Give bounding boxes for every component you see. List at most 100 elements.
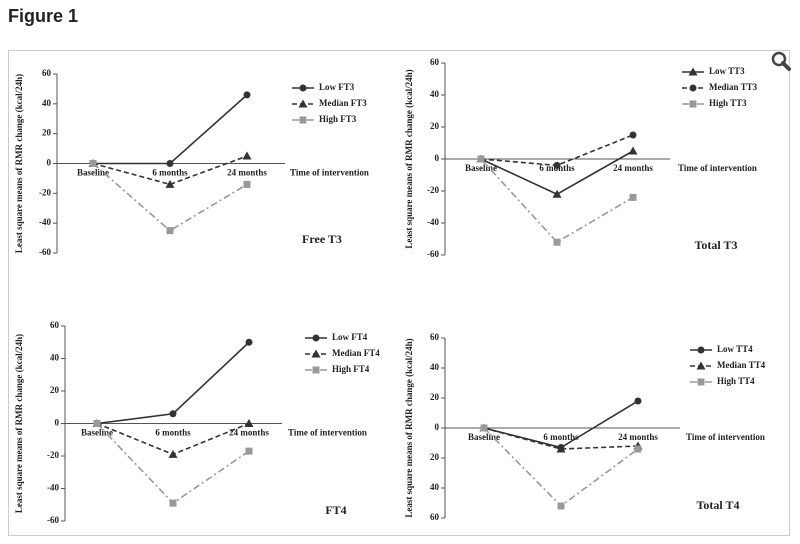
y-tick-label: 0 xyxy=(435,422,440,432)
panel-annotation: FT4 xyxy=(325,503,346,517)
y-tick-label: 60 xyxy=(42,68,52,78)
data-point xyxy=(245,338,253,346)
figure-heading: Figure 1 xyxy=(8,6,79,26)
series-line xyxy=(480,158,634,244)
data-point xyxy=(557,502,565,510)
legend-label: Median TT3 xyxy=(709,82,758,92)
y-tick-label: -20 xyxy=(47,450,59,460)
legend-marker xyxy=(697,346,705,354)
data-point xyxy=(166,160,174,167)
x-tick-label: 6 months xyxy=(543,432,579,442)
legend-marker xyxy=(697,378,705,386)
y-tick-label: 20 xyxy=(42,128,52,138)
x-tick-label: Baseline xyxy=(81,428,113,438)
x-axis-label: Time of intervention xyxy=(686,432,765,442)
y-tick-label: 40 xyxy=(430,89,440,99)
y-tick-label: -60 xyxy=(47,515,59,525)
x-tick-label: 24 months xyxy=(229,428,269,438)
y-tick-label: -40 xyxy=(427,217,439,227)
legend-marker xyxy=(311,349,321,358)
data-point xyxy=(244,419,254,427)
data-point xyxy=(89,160,97,167)
data-point xyxy=(93,420,101,427)
panel-annotation: Total T3 xyxy=(694,238,737,252)
legend-marker xyxy=(689,84,697,92)
legend-marker xyxy=(696,361,706,370)
legend-marker xyxy=(298,99,308,108)
y-tick-label: 40 xyxy=(430,362,440,372)
data-point xyxy=(243,91,251,99)
panel-annotation: Total T4 xyxy=(696,498,739,512)
y-tick-label: 20 xyxy=(50,385,60,395)
data-point xyxy=(634,445,642,453)
data-point xyxy=(169,499,177,507)
legend-label: High TT3 xyxy=(709,98,747,108)
y-axis-label: Least square means of RMR change (kcal/2… xyxy=(404,69,414,248)
series-line xyxy=(92,162,248,232)
data-point xyxy=(166,227,174,235)
data-point xyxy=(245,447,253,455)
y-tick-label: -20 xyxy=(39,187,51,197)
legend-label: High TT4 xyxy=(717,376,755,386)
series-line xyxy=(483,427,639,450)
legend-label: Low TT4 xyxy=(717,344,753,354)
data-point xyxy=(628,146,638,155)
y-axis-label: Least square means of RMR change (kcal/2… xyxy=(14,74,24,253)
legend-label: Low FT3 xyxy=(319,82,355,92)
x-tick-label: 6 months xyxy=(155,428,191,438)
data-point xyxy=(629,193,637,201)
legend-label: High FT4 xyxy=(332,364,370,374)
zoom-icon[interactable] xyxy=(771,51,791,71)
series-line xyxy=(92,155,248,186)
y-tick-label: 0 xyxy=(55,418,60,428)
y-axis-label: Least square means of RMR change (kcal/2… xyxy=(404,338,414,517)
y-tick-label: -20 xyxy=(427,185,439,195)
x-tick-label: 24 months xyxy=(613,163,653,173)
series-line xyxy=(480,134,634,167)
x-axis-label: Time of intervention xyxy=(290,168,369,178)
panel-annotation: Free T3 xyxy=(302,232,342,246)
data-point xyxy=(477,155,485,163)
data-point xyxy=(629,131,637,139)
x-axis-label: Time of intervention xyxy=(288,428,367,438)
legend-label: Low FT4 xyxy=(332,332,368,342)
legend-marker xyxy=(299,116,307,124)
y-tick-label: 40 xyxy=(430,482,440,492)
legend-marker xyxy=(299,84,307,92)
data-point xyxy=(480,424,488,432)
data-point xyxy=(634,397,642,405)
legend-marker xyxy=(312,334,320,342)
y-tick-label: 40 xyxy=(42,98,52,108)
legend-label: Median FT3 xyxy=(319,98,367,108)
data-point xyxy=(553,238,561,246)
y-axis-label: Least square means of RMR change (kcal/2… xyxy=(14,334,24,513)
data-point xyxy=(169,410,177,418)
legend-label: Median TT4 xyxy=(717,360,766,370)
series-line xyxy=(93,94,248,165)
figure-frame xyxy=(8,50,790,536)
y-tick-label: -60 xyxy=(39,247,51,257)
x-tick-label: 24 months xyxy=(227,168,267,178)
legend-marker xyxy=(688,67,698,76)
y-tick-label: 0 xyxy=(47,158,52,168)
x-tick-label: Baseline xyxy=(465,163,497,173)
x-tick-label: 6 months xyxy=(152,168,188,178)
y-tick-label: 40 xyxy=(50,353,60,363)
data-point xyxy=(243,180,251,188)
x-tick-label: Baseline xyxy=(468,432,500,442)
x-tick-label: 24 months xyxy=(618,432,658,442)
legend-marker xyxy=(689,100,697,108)
y-tick-label: 60 xyxy=(430,57,440,67)
data-point xyxy=(556,444,566,453)
x-tick-label: Baseline xyxy=(77,168,109,178)
y-tick-label: 20 xyxy=(430,452,440,462)
y-tick-label: 60 xyxy=(430,332,440,342)
data-point xyxy=(553,161,561,169)
y-tick-label: 0 xyxy=(435,153,440,163)
data-point xyxy=(165,179,175,188)
legend-marker xyxy=(312,366,320,374)
y-tick-label: 60 xyxy=(50,320,60,330)
y-tick-label: -40 xyxy=(39,217,51,227)
